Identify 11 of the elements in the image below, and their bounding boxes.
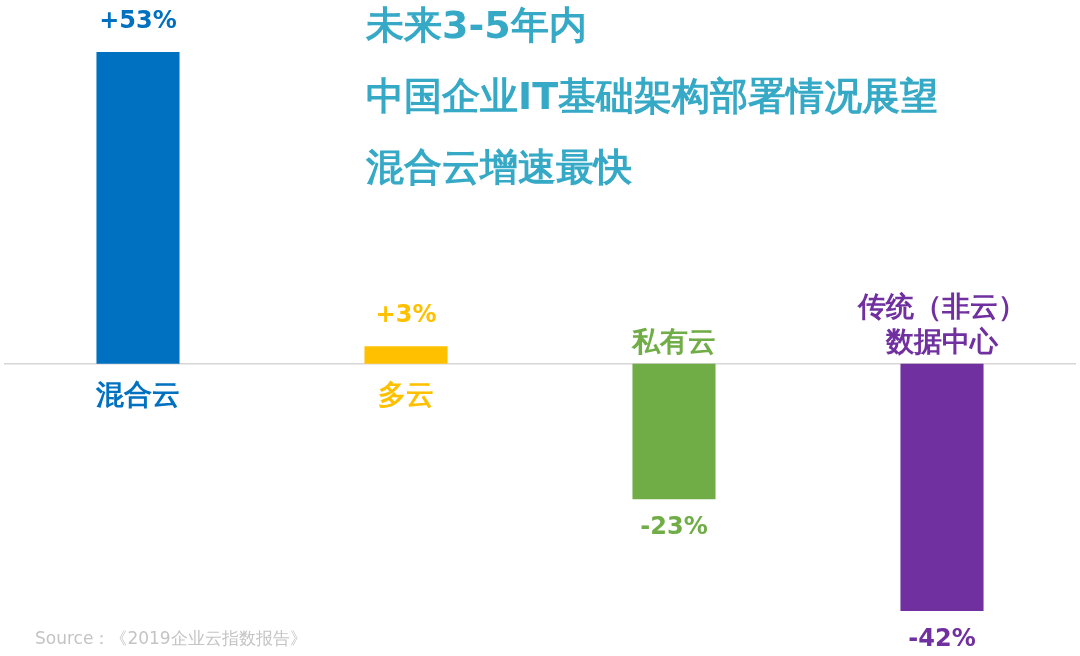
- data-label: +53%: [99, 6, 177, 35]
- x-tick-label: 传统（非云）数据中心: [857, 290, 1026, 359]
- data-label: -42%: [908, 624, 976, 653]
- x-tick-label: 多云: [378, 378, 434, 412]
- x-tick-label: 私有云: [631, 325, 716, 359]
- source-note: Source：《2019企业云指数报告》: [35, 628, 307, 649]
- data-label: -23%: [640, 512, 708, 541]
- data-label: +3%: [375, 300, 437, 329]
- chart-title: 未来3-5年内: [365, 2, 587, 47]
- x-tick-label: 混合云: [95, 378, 180, 412]
- text: 中国企业IT基础架构部署情况展望混合云增速最快: [365, 73, 939, 189]
